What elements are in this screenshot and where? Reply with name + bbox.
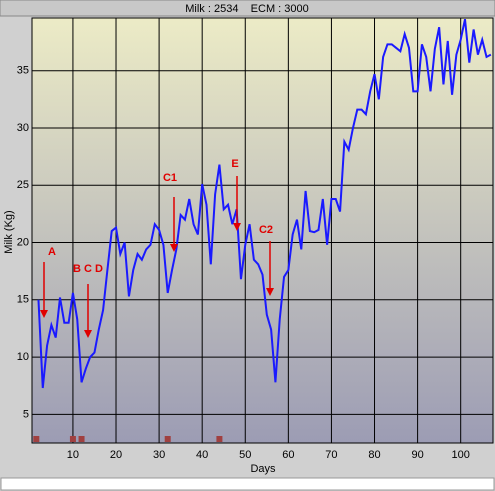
- plot-area: [31, 17, 494, 444]
- annotation: C2: [259, 224, 273, 236]
- event-marker: [216, 436, 223, 442]
- annotation-arrowhead: [170, 244, 178, 252]
- x-tick-label: 60: [282, 449, 294, 461]
- status-bar: [0, 477, 495, 491]
- x-tick-label: 20: [110, 449, 122, 461]
- y-tick-label: 35: [17, 65, 29, 77]
- event-marker: [78, 436, 85, 442]
- x-tick-label: 10: [67, 449, 79, 461]
- title-bar: [0, 0, 495, 17]
- x-tick-label: 30: [153, 449, 165, 461]
- chart-title: Milk : 2534 ECM : 3000: [185, 3, 309, 15]
- event-marker: [164, 436, 171, 442]
- y-tick-label: 30: [17, 122, 29, 134]
- y-tick-label: 5: [23, 408, 29, 420]
- event-marker: [69, 436, 76, 442]
- y-tick-label: 25: [17, 179, 29, 191]
- x-axis-label: Days: [250, 463, 276, 475]
- y-tick-label: 10: [17, 351, 29, 363]
- data-line: [37, 18, 492, 389]
- x-tick-label: 80: [368, 449, 380, 461]
- annotation: E: [231, 158, 238, 170]
- annotation-arrowhead: [84, 330, 92, 338]
- x-tick-label: 70: [325, 449, 337, 461]
- y-tick-label: 15: [17, 294, 29, 306]
- x-tick-label: 90: [411, 449, 423, 461]
- x-tick-label: 40: [196, 449, 208, 461]
- annotation: C1: [163, 172, 177, 184]
- x-tick-label: 100: [452, 449, 470, 461]
- annotation-arrowhead: [40, 310, 48, 318]
- x-tick-label: 50: [239, 449, 251, 461]
- y-axis-label: Milk (Kg): [3, 210, 15, 253]
- annotation: A: [48, 246, 56, 258]
- y-tick-label: 20: [17, 236, 29, 248]
- annotation-arrowhead: [266, 288, 274, 296]
- event-marker: [33, 436, 40, 442]
- annotation: B C D: [73, 263, 103, 275]
- annotation-arrowhead: [233, 223, 241, 231]
